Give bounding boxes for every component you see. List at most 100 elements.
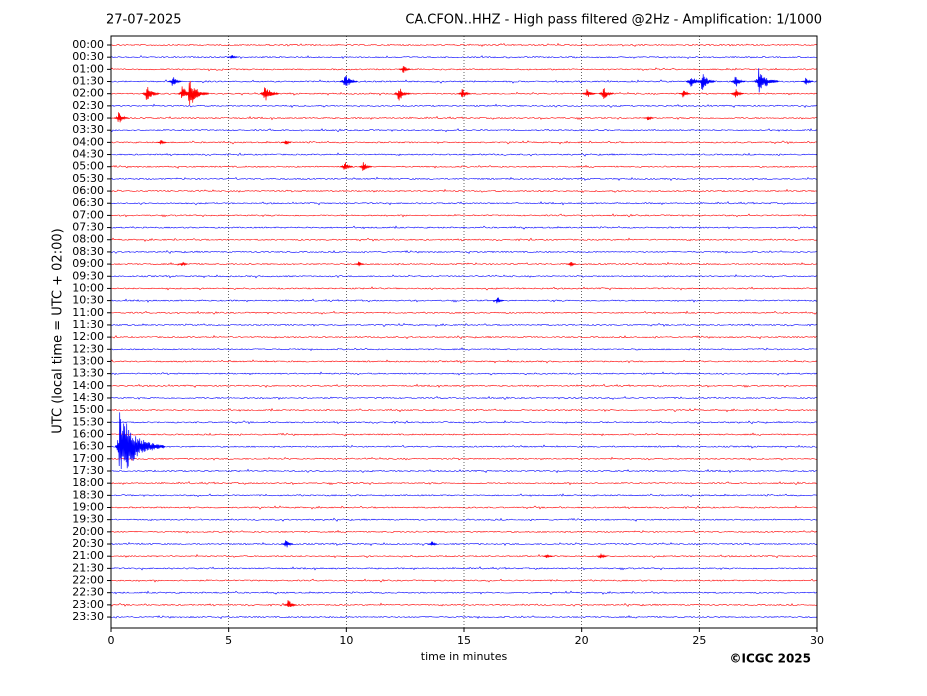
y-tick-label: 07:00 — [72, 208, 104, 221]
trace — [110, 590, 818, 595]
y-tick-label: 15:30 — [72, 415, 104, 428]
event — [168, 77, 182, 86]
event — [427, 541, 438, 547]
event — [398, 65, 411, 73]
event — [598, 88, 614, 99]
y-tick-label: 20:00 — [72, 525, 104, 538]
y-tick-label: 18:00 — [72, 476, 104, 489]
event — [697, 74, 715, 90]
y-tick-label: 20:30 — [72, 537, 104, 550]
event — [177, 261, 188, 267]
y-tick-label: 09:00 — [72, 257, 104, 270]
event — [582, 89, 596, 97]
y-tick-label: 01:00 — [72, 62, 104, 75]
y-tick-label: 17:30 — [72, 464, 104, 477]
event — [457, 88, 471, 98]
event — [730, 76, 746, 87]
x-tick-label: 0 — [108, 634, 115, 647]
trace — [110, 115, 818, 121]
y-tick-label: 04:30 — [72, 148, 104, 161]
y-tick-label: 18:30 — [72, 488, 104, 501]
event — [283, 600, 297, 608]
y-tick-label: 05:00 — [72, 160, 104, 173]
event — [643, 116, 654, 121]
y-tick-label: 15:00 — [72, 403, 104, 416]
y-tick-label: 12:30 — [72, 342, 104, 355]
y-tick-label: 13:30 — [72, 367, 104, 380]
copyright: ©ICGC 2025 — [729, 652, 811, 666]
trace — [110, 408, 818, 413]
event — [730, 89, 744, 98]
y-tick-label: 14:00 — [72, 379, 104, 392]
y-tick-label: 14:30 — [72, 391, 104, 404]
y-tick-label: 09:30 — [72, 269, 104, 282]
y-tick-label: 23:00 — [72, 598, 104, 611]
event — [114, 412, 166, 470]
event — [281, 540, 294, 548]
x-tick-label: 30 — [810, 634, 824, 647]
chart-title: CA.CFON..HHZ - High pass filtered @2Hz -… — [405, 13, 822, 28]
x-tick-label: 10 — [339, 634, 353, 647]
trace — [110, 396, 818, 401]
event — [596, 553, 608, 559]
event — [226, 55, 238, 59]
event — [184, 80, 210, 106]
trace — [110, 615, 818, 620]
event — [259, 87, 279, 101]
y-tick-label: 03:30 — [72, 123, 104, 136]
y-tick-label: 01:30 — [72, 75, 104, 88]
trace — [110, 383, 818, 388]
event — [678, 90, 691, 98]
y-tick-label: 02:00 — [72, 87, 104, 100]
event — [354, 261, 365, 267]
y-tick-label: 06:00 — [72, 184, 104, 197]
trace — [110, 261, 817, 266]
event — [393, 88, 411, 101]
y-axis-label: UTC (local time = UTC + 02:00) — [51, 228, 66, 433]
event — [358, 162, 372, 171]
y-tick-label: 22:00 — [72, 574, 104, 587]
trace — [110, 602, 818, 607]
y-tick-label: 22:30 — [72, 586, 104, 599]
event — [542, 553, 553, 559]
trace — [111, 152, 818, 157]
y-tick-label: 02:30 — [72, 99, 104, 112]
event — [801, 77, 813, 85]
trace — [110, 140, 818, 145]
event — [339, 76, 358, 86]
y-tick-label: 11:00 — [72, 306, 104, 319]
x-tick-label: 25 — [692, 634, 706, 647]
y-tick-label: 13:00 — [72, 354, 104, 367]
y-tick-label: 08:00 — [72, 233, 104, 246]
trace — [110, 578, 818, 583]
event — [156, 140, 167, 145]
trace — [110, 359, 818, 364]
event — [339, 162, 354, 170]
trace — [110, 201, 818, 206]
x-tick-label: 20 — [575, 634, 589, 647]
y-tick-label: 17:00 — [72, 452, 104, 465]
trace — [111, 468, 817, 474]
y-tick-label: 19:30 — [72, 513, 104, 526]
y-tick-label: 12:00 — [72, 330, 104, 343]
trace — [110, 371, 818, 376]
trace — [110, 420, 818, 425]
y-tick-label: 03:00 — [72, 111, 104, 124]
event — [492, 297, 505, 304]
y-tick-label: 04:00 — [72, 135, 104, 148]
trace — [110, 566, 818, 571]
y-tick-label: 00:00 — [72, 38, 104, 51]
y-tick-label: 05:30 — [72, 172, 104, 185]
plot-frame — [110, 35, 818, 629]
event — [281, 140, 292, 145]
trace — [110, 164, 818, 169]
y-tick-label: 21:30 — [72, 561, 104, 574]
y-tick-label: 10:30 — [72, 294, 104, 307]
trace — [110, 225, 818, 230]
y-tick-label: 23:30 — [72, 610, 104, 623]
x-tick-label: 5 — [225, 634, 232, 647]
trace — [110, 176, 818, 181]
y-tick-label: 16:30 — [72, 440, 104, 453]
y-tick-label: 19:00 — [72, 501, 104, 514]
